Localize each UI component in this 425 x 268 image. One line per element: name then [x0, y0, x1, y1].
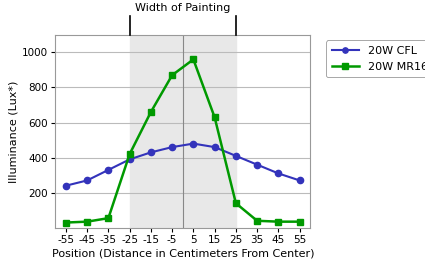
Y-axis label: Illuminance (Lux*): Illuminance (Lux*): [8, 80, 18, 183]
20W CFL: [297, 179, 302, 182]
20W CFL: [170, 146, 175, 149]
20W MR16: [106, 217, 111, 220]
20W CFL: [212, 146, 217, 149]
X-axis label: Position (Distance in Centimeters From Center): Position (Distance in Centimeters From C…: [51, 249, 314, 259]
20W MR16: [297, 220, 302, 223]
20W CFL: [191, 142, 196, 145]
Line: 20W MR16: 20W MR16: [62, 56, 303, 226]
20W CFL: [233, 154, 238, 158]
20W MR16: [85, 220, 90, 223]
20W MR16: [276, 220, 281, 223]
20W CFL: [148, 151, 153, 154]
20W MR16: [233, 202, 238, 205]
Legend: 20W CFL, 20W MR16: 20W CFL, 20W MR16: [326, 40, 425, 77]
20W CFL: [63, 184, 68, 187]
20W MR16: [148, 110, 153, 114]
20W MR16: [255, 219, 260, 222]
20W MR16: [170, 74, 175, 77]
Text: Width of Painting: Width of Painting: [135, 3, 230, 13]
20W MR16: [63, 221, 68, 224]
20W MR16: [191, 58, 196, 61]
20W MR16: [127, 152, 132, 156]
Line: 20W CFL: 20W CFL: [63, 140, 303, 189]
20W CFL: [127, 158, 132, 161]
20W CFL: [255, 163, 260, 166]
Bar: [130, 35, 236, 228]
20W CFL: [106, 168, 111, 172]
20W CFL: [85, 179, 90, 182]
20W MR16: [212, 116, 217, 119]
20W CFL: [276, 172, 281, 175]
